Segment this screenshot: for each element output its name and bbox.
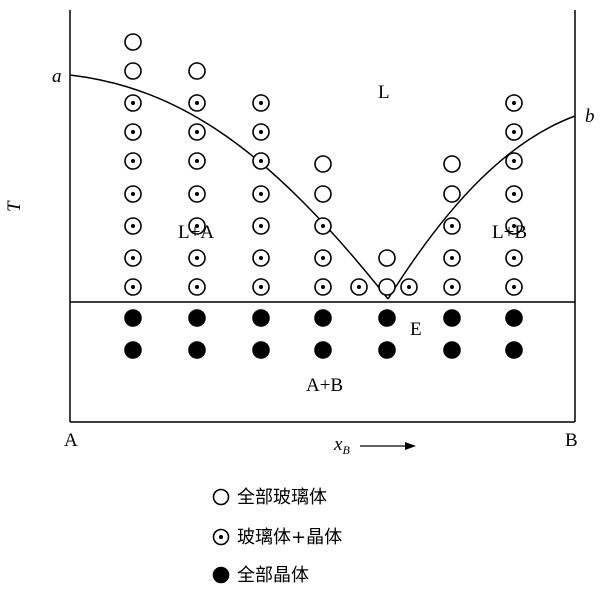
glass-crystal-marker-center	[512, 192, 516, 196]
glass-crystal-marker-center	[195, 192, 199, 196]
glass-crystal-marker-center	[131, 256, 135, 260]
crystal-marker	[188, 341, 206, 359]
legend-label-crystal: 全部晶体	[237, 565, 309, 586]
sample-markers	[124, 33, 523, 359]
glass-crystal-marker-center	[259, 224, 263, 228]
glass-crystal-marker-center	[259, 285, 263, 289]
glass-crystal-marker-center	[321, 256, 325, 260]
x-axis-label: xB	[333, 434, 350, 457]
glass-crystal-marker-center	[259, 256, 263, 260]
liquidus-curve-a	[69, 74, 389, 300]
glass-crystal-marker-center	[407, 285, 411, 289]
glass-crystal-marker-center	[512, 101, 516, 105]
legend-label-glass: 全部玻璃体	[237, 487, 327, 508]
crystal-marker	[505, 341, 523, 359]
glass-marker	[124, 62, 142, 80]
crystal-marker	[188, 309, 206, 327]
glass-crystal-marker-center	[450, 224, 454, 228]
glass-crystal-marker-center	[450, 285, 454, 289]
legend-item-crystal: 全部晶体	[212, 565, 309, 586]
glass-crystal-marker-center	[195, 285, 199, 289]
glass-crystal-marker-center	[259, 130, 263, 134]
glass-crystal-marker-center	[321, 224, 325, 228]
crystal-marker	[252, 309, 270, 327]
glass-crystal-marker-center	[131, 130, 135, 134]
glass-crystal-marker-center	[131, 192, 135, 196]
glass-crystal-marker-center	[512, 256, 516, 260]
curve-label-b: b	[585, 106, 595, 127]
crystal-marker	[314, 341, 332, 359]
legend-item-glass-crystal: 玻璃体+晶体	[212, 527, 342, 548]
crystal-marker	[378, 309, 396, 327]
glass-crystal-marker-center	[450, 256, 454, 260]
region-label-liquid: L	[378, 82, 390, 103]
legend: 全部玻璃体 玻璃体+晶体 全部晶体	[212, 487, 342, 586]
glass-crystal-marker-center	[259, 101, 263, 105]
region-label-eutectic: E	[410, 319, 422, 340]
x-axis-left-label: A	[64, 430, 78, 451]
crystal-marker	[378, 341, 396, 359]
liquidus-curve-b	[387, 115, 576, 300]
glass-marker	[443, 155, 461, 173]
glass-crystal-marker-center	[512, 159, 516, 163]
x-axis-label-sub: B	[342, 443, 350, 457]
crystal-marker	[124, 309, 142, 327]
crystal-marker	[443, 341, 461, 359]
glass-crystal-marker-center	[195, 130, 199, 134]
glass-crystal-marker-center	[512, 130, 516, 134]
crystal-marker	[314, 309, 332, 327]
glass-marker	[378, 278, 396, 296]
glass-crystal-marker-center	[195, 256, 199, 260]
glass-crystal-marker-center	[131, 159, 135, 163]
x-axis-label-main: x	[333, 434, 343, 455]
legend-label-glass-crystal: 玻璃体+晶体	[237, 527, 342, 548]
glass-marker	[378, 249, 396, 267]
glass-marker	[314, 185, 332, 203]
y-axis-label: T	[4, 200, 25, 212]
filled-circle-icon	[212, 566, 230, 584]
glass-crystal-marker-center	[259, 192, 263, 196]
glass-marker	[314, 155, 332, 173]
glass-crystal-marker-center	[512, 224, 516, 228]
open-circle-icon	[212, 488, 230, 506]
glass-marker	[443, 185, 461, 203]
curve-label-a: a	[52, 66, 62, 87]
crystal-marker	[505, 309, 523, 327]
glass-marker	[188, 62, 206, 80]
x-axis-right-label: B	[565, 430, 578, 451]
glass-crystal-marker-center	[321, 285, 325, 289]
glass-crystal-marker-center	[195, 224, 199, 228]
glass-crystal-marker-center	[357, 285, 361, 289]
x-axis-arrowhead	[405, 442, 416, 450]
glass-crystal-marker-center	[195, 159, 199, 163]
legend-item-glass: 全部玻璃体	[212, 487, 327, 508]
glass-crystal-marker-center	[259, 159, 263, 163]
crystal-marker	[252, 341, 270, 359]
region-label-l-plus-a: L+A	[178, 222, 214, 243]
region-label-a-plus-b: A+B	[306, 375, 343, 396]
glass-crystal-marker-center	[131, 101, 135, 105]
glass-crystal-marker-center	[131, 285, 135, 289]
crystal-marker	[124, 341, 142, 359]
region-label-l-plus-b: L+B	[492, 222, 527, 243]
glass-crystal-marker-center	[195, 101, 199, 105]
dotted-circle-center	[219, 535, 223, 539]
glass-crystal-marker-center	[131, 224, 135, 228]
crystal-marker	[443, 309, 461, 327]
glass-marker	[124, 33, 142, 51]
glass-crystal-marker-center	[512, 285, 516, 289]
